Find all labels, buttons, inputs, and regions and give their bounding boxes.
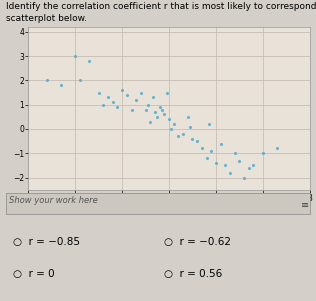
Point [167,117,172,122]
Point [237,158,242,163]
Point [190,136,195,141]
Text: ○  r = 0: ○ r = 0 [13,269,54,279]
Text: ≡: ≡ [301,200,309,210]
Point [218,141,223,146]
Point [260,151,265,156]
Point [45,78,50,83]
Point [213,160,218,165]
Point [171,122,176,126]
Point [164,90,169,95]
Point [110,100,115,105]
Point [145,102,150,107]
Point [124,93,130,98]
Point [155,114,160,119]
Point [77,78,82,83]
Point [206,122,211,126]
Point [181,132,186,136]
Point [204,156,209,160]
Point [134,98,139,102]
Point [150,95,155,100]
Point [96,90,101,95]
Point [101,102,106,107]
Point [157,105,162,110]
Point [129,107,134,112]
Text: Identify the correlation coefficient r that is most likely to correspond with th: Identify the correlation coefficient r t… [6,2,316,11]
Point [115,105,120,110]
Point [241,175,246,180]
Point [199,146,204,151]
Point [232,151,237,156]
Point [120,88,125,93]
Point [176,134,181,139]
Point [162,112,167,117]
Point [185,114,190,119]
Point [106,95,111,100]
Point [160,107,165,112]
Text: ○  r = −0.85: ○ r = −0.85 [13,237,80,247]
Point [251,163,256,168]
Point [169,127,174,132]
Point [246,165,251,170]
Point [59,83,64,88]
Point [223,163,228,168]
Point [143,107,148,112]
Point [138,90,143,95]
Point [228,170,233,175]
Point [152,110,157,114]
Text: scatterplot below.: scatterplot below. [6,14,87,23]
Text: ○  r = 0.56: ○ r = 0.56 [164,269,222,279]
Point [87,59,92,64]
Point [73,54,78,59]
Point [274,146,279,151]
Text: Show your work here: Show your work here [9,196,98,205]
Point [195,139,200,144]
Point [148,119,153,124]
Point [209,148,214,153]
Point [188,124,193,129]
Text: ○  r = −0.62: ○ r = −0.62 [164,237,231,247]
